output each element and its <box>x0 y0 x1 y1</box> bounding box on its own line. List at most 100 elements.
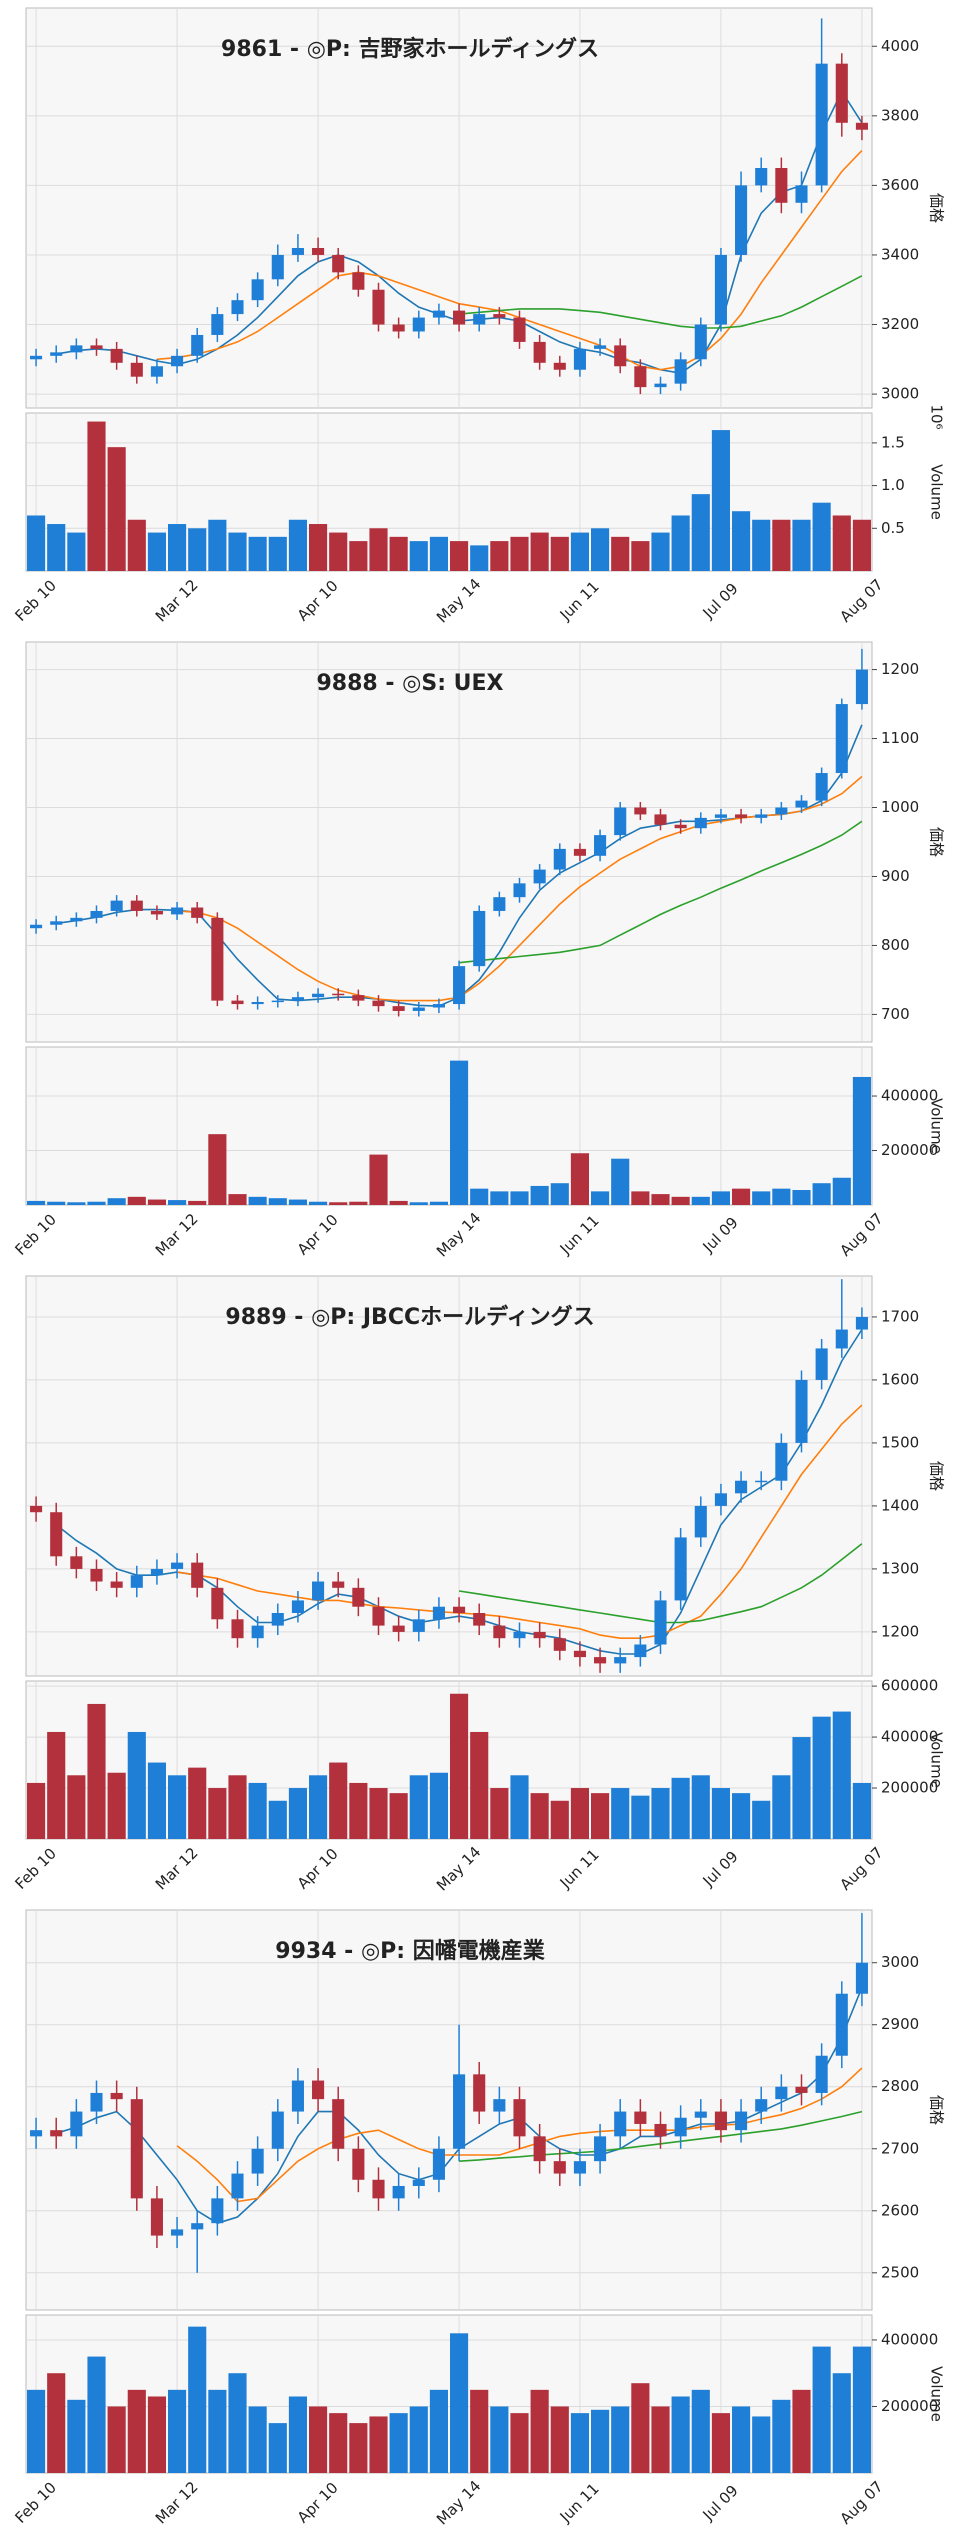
y-tick-label: 700 <box>881 1005 910 1023</box>
volume-bar <box>510 2413 529 2473</box>
volume-bar <box>409 541 428 571</box>
volume-tick-label: 400000 <box>881 1728 938 1746</box>
candle-body <box>714 254 727 325</box>
x-tick-label: Feb 10 <box>12 576 60 624</box>
candle-body <box>473 314 486 325</box>
candle-body <box>211 1587 224 1620</box>
volume-bar <box>87 421 106 571</box>
candle-body <box>412 2179 425 2186</box>
volume-bar <box>651 1788 670 1839</box>
x-tick-label: May 14 <box>433 575 485 627</box>
candle-body <box>312 2080 325 2100</box>
volume-bar <box>691 1775 710 1839</box>
moving-average-line <box>176 2067 863 2203</box>
chart-title: 9889 - ◎P: JBCCホールディングス <box>225 1304 594 1330</box>
volume-bar <box>228 532 247 571</box>
y-axis-label: 価格 <box>928 827 946 857</box>
volume-bar <box>772 519 791 571</box>
candle-body <box>674 359 687 384</box>
candle-body <box>694 1505 707 1538</box>
volume-bar <box>429 1201 448 1205</box>
x-tick-label: Apr 10 <box>294 2479 342 2527</box>
volume-bar <box>752 519 771 571</box>
volume-tick-label: 1.0 <box>881 476 905 494</box>
volume-bar <box>570 1153 589 1205</box>
candle-body <box>533 1631 546 1639</box>
candle-body <box>372 1606 385 1626</box>
candle-body <box>130 2099 143 2199</box>
candle-body <box>191 2223 204 2230</box>
volume-bar <box>107 1772 126 1839</box>
volume-bar <box>248 1782 267 1839</box>
volume-bar <box>127 1196 146 1205</box>
candle-body <box>533 869 546 884</box>
volume-bar <box>470 545 489 571</box>
volume-tick-label: 0.5 <box>881 519 905 537</box>
candle-body <box>291 1600 304 1614</box>
y-tick-label: 2600 <box>881 2201 919 2219</box>
volume-bar <box>188 1767 207 1839</box>
candle-body <box>130 362 143 377</box>
candle-body <box>150 910 163 915</box>
volume-bar <box>651 532 670 571</box>
volume-bar <box>752 1800 771 1839</box>
volume-bar <box>208 519 227 571</box>
volume-bar <box>268 1198 287 1205</box>
y-tick-label: 1200 <box>881 1622 919 1640</box>
volume-bar <box>87 2356 106 2473</box>
candle-body <box>412 1619 425 1632</box>
volume-bar <box>671 2396 690 2473</box>
x-tick-label: Jun 11 <box>556 2480 603 2527</box>
volume-bar <box>107 447 126 571</box>
candle-body <box>594 345 607 349</box>
volume-bar <box>812 1183 831 1205</box>
candle-body <box>795 185 808 203</box>
volume-bar <box>550 2406 569 2473</box>
volume-bar <box>329 1202 348 1205</box>
volume-bar <box>349 541 368 571</box>
moving-average-line <box>156 150 863 371</box>
candle-body <box>251 1002 264 1005</box>
y-tick-label: 3000 <box>881 1953 919 1971</box>
candle-body <box>594 1657 607 1664</box>
candle-body <box>30 924 43 929</box>
candle-body <box>835 1329 848 1349</box>
volume-bar <box>450 2333 469 2473</box>
volume-bar <box>268 1800 287 1839</box>
volume-bar <box>168 1200 187 1205</box>
volume-bar <box>67 1775 86 1839</box>
candle-body <box>150 2198 163 2236</box>
candle-body <box>70 1556 83 1569</box>
candle-body <box>150 366 163 377</box>
candle-body <box>332 254 345 273</box>
candle-body <box>332 1581 345 1588</box>
candle-body <box>251 1625 264 1639</box>
volume-bar <box>27 1782 46 1839</box>
candle-body <box>50 2130 63 2137</box>
candle-body <box>312 993 325 998</box>
volume-bar <box>309 524 328 571</box>
y-axis-label: 価格 <box>928 1461 946 1491</box>
x-tick-label: May 14 <box>433 1209 485 1261</box>
candle-body <box>513 1631 526 1639</box>
volume-bar <box>288 1788 307 1839</box>
volume-bar <box>510 1191 529 1205</box>
x-tick-label: May 14 <box>433 2477 485 2529</box>
x-tick-label: Jun 11 <box>556 578 603 625</box>
volume-bar <box>530 2389 549 2473</box>
volume-bar <box>651 1194 670 1205</box>
volume-bar <box>570 532 589 571</box>
volume-bar <box>611 2406 630 2473</box>
x-tick-label: Aug 07 <box>836 1843 886 1893</box>
candle-body <box>50 1512 63 1557</box>
candle-body <box>614 1657 627 1664</box>
volume-axis-label: Volume <box>928 464 946 520</box>
y-tick-label: 1500 <box>881 1433 919 1451</box>
candle-body <box>231 1619 244 1639</box>
candle-body <box>634 366 647 388</box>
candle-body <box>533 341 546 363</box>
candle-body <box>714 1493 727 1506</box>
candle-body <box>312 1581 325 1601</box>
volume-bar <box>792 1737 811 1839</box>
candle-body <box>453 1606 466 1614</box>
